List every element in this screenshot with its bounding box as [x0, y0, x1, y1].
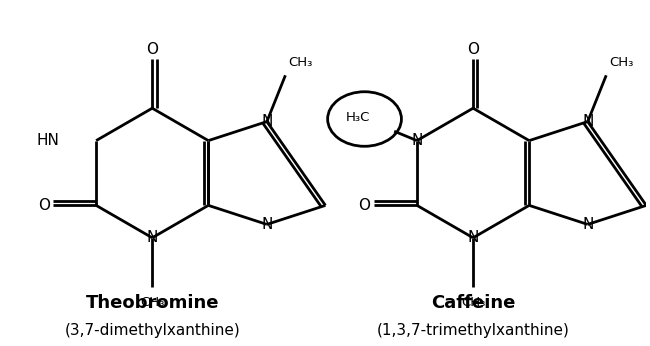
Text: N: N [582, 217, 593, 232]
Text: CH₃: CH₃ [140, 297, 164, 309]
Text: O: O [38, 198, 49, 213]
Text: (1,3,7-trimethylxanthine): (1,3,7-trimethylxanthine) [376, 323, 569, 338]
Text: HN: HN [36, 133, 59, 148]
Text: O: O [359, 198, 370, 213]
Text: Caffeine: Caffeine [431, 293, 515, 311]
Text: N: N [146, 230, 158, 245]
Text: CH₃: CH₃ [461, 297, 486, 309]
Text: Theobromine: Theobromine [86, 293, 219, 311]
Text: N: N [411, 133, 422, 148]
Text: O: O [146, 42, 158, 57]
Text: O: O [467, 42, 479, 57]
Text: N: N [467, 230, 479, 245]
Text: (3,7-dimethylxanthine): (3,7-dimethylxanthine) [64, 323, 240, 338]
Text: CH₃: CH₃ [289, 56, 313, 69]
Text: N: N [261, 114, 272, 129]
Text: N: N [582, 114, 593, 129]
Text: CH₃: CH₃ [609, 56, 634, 69]
Text: N: N [261, 217, 272, 232]
Text: H₃C: H₃C [346, 111, 370, 124]
